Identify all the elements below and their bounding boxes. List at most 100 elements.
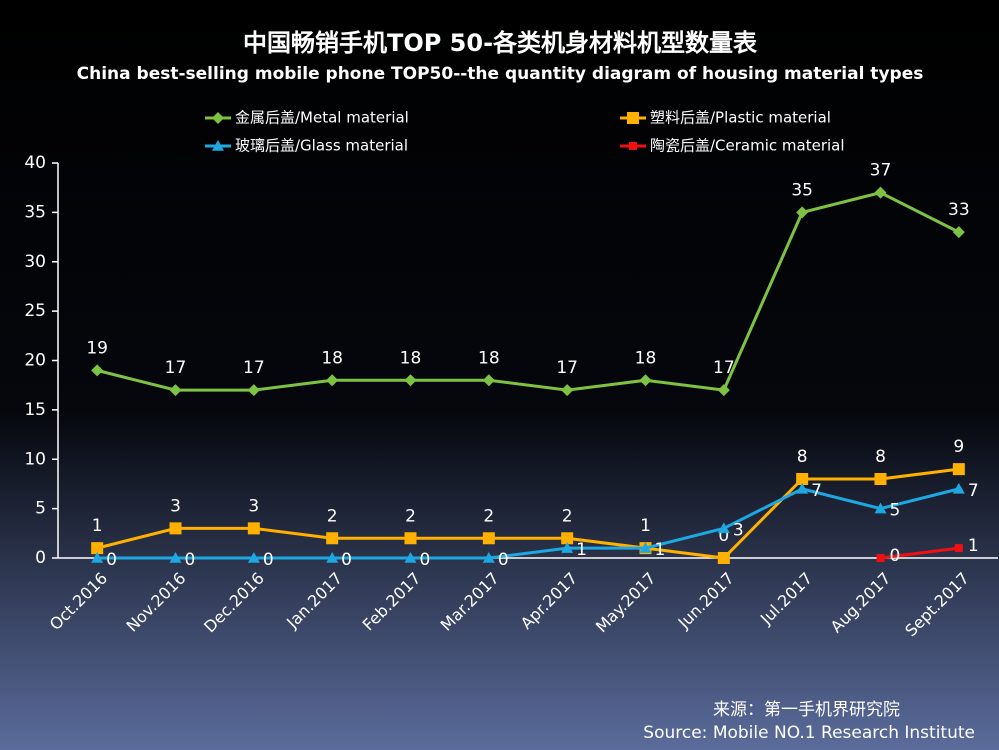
data-label: 0	[341, 550, 352, 570]
marker	[796, 482, 809, 494]
y-tick-label: 5	[35, 499, 46, 519]
marker	[326, 374, 339, 387]
data-label: 0	[890, 546, 901, 566]
marker	[952, 226, 965, 239]
marker	[169, 384, 182, 397]
marker	[482, 552, 495, 563]
marker	[874, 473, 887, 485]
marker	[247, 552, 260, 563]
data-label: 9	[953, 437, 964, 457]
data-label: 17	[713, 358, 735, 378]
data-label: 8	[875, 447, 886, 467]
series-line	[97, 487, 960, 560]
marker	[169, 552, 182, 563]
marker	[874, 502, 887, 514]
marker	[247, 522, 260, 535]
y-tick-label: 10	[24, 449, 46, 469]
data-label: 35	[791, 180, 813, 200]
data-label: 2	[562, 506, 573, 526]
marker	[796, 473, 809, 485]
marker	[954, 544, 963, 553]
marker	[717, 522, 730, 534]
series-line	[880, 546, 960, 560]
data-label: 17	[243, 358, 265, 378]
y-tick-label: 40	[24, 153, 46, 173]
marker	[639, 542, 652, 553]
marker	[91, 542, 104, 555]
data-label: 0	[420, 550, 431, 570]
marker	[212, 112, 224, 124]
marker	[874, 186, 887, 199]
marker	[561, 384, 574, 397]
source: Source: Mobile NO.1 Research Institute	[643, 723, 975, 743]
data-label: 19	[86, 338, 108, 358]
y-tick-label: 15	[24, 400, 46, 420]
data-label: 18	[478, 348, 500, 368]
marker	[404, 552, 417, 563]
y-tick-label: 0	[35, 548, 46, 568]
data-label: 17	[165, 358, 187, 378]
marker	[326, 552, 339, 563]
data-label: 2	[405, 506, 416, 526]
data-label: 1	[968, 536, 979, 556]
y-tick-label: 35	[24, 202, 46, 222]
series-line	[96, 191, 960, 392]
marker	[627, 112, 639, 124]
legend-label: 金属后盖/Metal material	[235, 109, 409, 127]
data-label: 0	[106, 550, 117, 570]
legend-label: 陶瓷后盖/Ceramic material	[650, 137, 845, 155]
data-label: 18	[635, 348, 657, 368]
chart-title: 中国畅销手机TOP 50-各类机身材料机型数量表	[243, 29, 758, 57]
y-tick-label: 20	[24, 351, 46, 371]
marker	[561, 542, 574, 553]
data-label: 3	[733, 520, 744, 540]
data-label: 1	[640, 516, 651, 536]
marker	[91, 552, 104, 563]
data-label: 0	[185, 550, 196, 570]
marker	[952, 482, 965, 494]
y-tick-label: 25	[24, 301, 46, 321]
marker	[91, 364, 104, 377]
data-label: 1	[655, 540, 666, 560]
marker	[404, 374, 417, 387]
legend-label: 玻璃后盖/Glass material	[235, 137, 408, 155]
data-label: 5	[890, 501, 901, 521]
data-label: 0	[718, 526, 729, 546]
marker	[404, 532, 417, 545]
data-label: 3	[170, 496, 181, 516]
marker	[169, 522, 182, 535]
legend-label: 塑料后盖/Plastic material	[650, 109, 831, 127]
data-label: 2	[483, 506, 494, 526]
marker	[482, 374, 495, 387]
marker	[326, 532, 339, 545]
data-label: 1	[92, 516, 103, 536]
series-line	[96, 467, 960, 560]
marker	[247, 384, 260, 397]
data-label: 0	[263, 550, 274, 570]
data-label: 0	[498, 550, 509, 570]
y-tick-label: 30	[24, 252, 46, 272]
marker	[212, 140, 224, 151]
marker	[561, 532, 574, 545]
chart-subtitle: China best-selling mobile phone TOP50--t…	[77, 64, 924, 84]
source: 来源：第一手机界研究院	[713, 700, 900, 720]
data-label: 8	[797, 447, 808, 467]
data-label: 17	[556, 358, 578, 378]
data-label: 18	[321, 348, 343, 368]
marker	[482, 532, 495, 545]
marker	[629, 142, 637, 150]
data-label: 33	[948, 200, 970, 220]
marker	[639, 374, 652, 387]
data-label: 1	[576, 540, 587, 560]
marker	[717, 552, 730, 564]
marker	[876, 554, 885, 562]
data-label: 2	[327, 506, 338, 526]
data-label: 7	[968, 481, 979, 501]
marker	[717, 384, 730, 397]
data-label: 18	[400, 348, 422, 368]
marker	[952, 463, 965, 476]
data-label: 7	[811, 481, 822, 501]
marker	[796, 206, 809, 219]
